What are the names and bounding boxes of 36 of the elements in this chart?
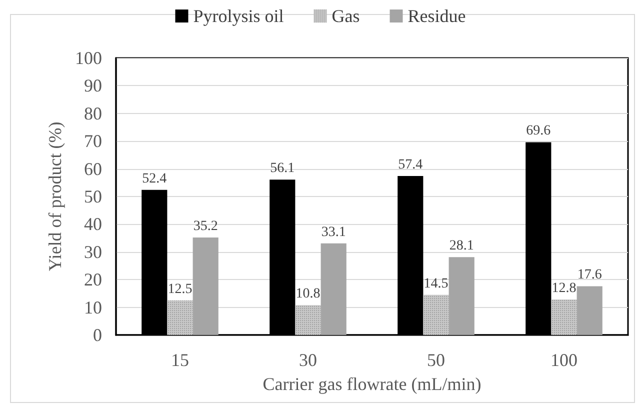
bar <box>448 257 474 335</box>
data-label: 52.4 <box>142 171 167 186</box>
x-tick-label: 100 <box>550 350 578 370</box>
bar <box>320 243 346 335</box>
y-tick-label: 40 <box>84 214 102 234</box>
data-label: 35.2 <box>193 218 218 234</box>
y-tick-label: 20 <box>84 270 102 290</box>
x-tick-label: 50 <box>427 350 445 370</box>
y-tick-label: 70 <box>84 131 102 152</box>
data-label: 12.5 <box>168 282 192 297</box>
legend-label: Gas <box>332 6 360 26</box>
data-label: 69.6 <box>526 124 551 139</box>
data-label: 14.5 <box>424 276 448 292</box>
y-axis-title: Yield of product (%) <box>45 122 65 272</box>
y-tick-label: 80 <box>84 103 102 124</box>
bar <box>576 286 602 335</box>
data-label: 56.1 <box>270 161 295 176</box>
y-tick-label: 10 <box>84 297 102 318</box>
data-label: 12.8 <box>552 281 576 296</box>
data-label: 57.4 <box>398 158 423 172</box>
x-axis-title: Carrier gas flowrate (mL/min) <box>262 374 482 394</box>
legend-label: Residue <box>408 6 466 26</box>
data-label: 28.1 <box>449 238 474 254</box>
data-label: 17.6 <box>577 268 602 283</box>
legend-label: Pyrolysis oil <box>193 6 284 26</box>
y-tick-label: 30 <box>84 242 102 262</box>
x-tick-label: 30 <box>299 350 317 370</box>
y-tick-label: 0 <box>93 325 102 345</box>
data-label: 33.1 <box>321 224 346 240</box>
bar <box>192 237 218 335</box>
y-tick-label: 100 <box>75 48 102 68</box>
y-tick-label: 50 <box>84 186 102 206</box>
data-label: 10.8 <box>296 286 320 302</box>
y-tick-label: 60 <box>84 158 102 179</box>
x-tick-label: 15 <box>171 350 189 370</box>
y-tick-label: 90 <box>84 76 102 96</box>
